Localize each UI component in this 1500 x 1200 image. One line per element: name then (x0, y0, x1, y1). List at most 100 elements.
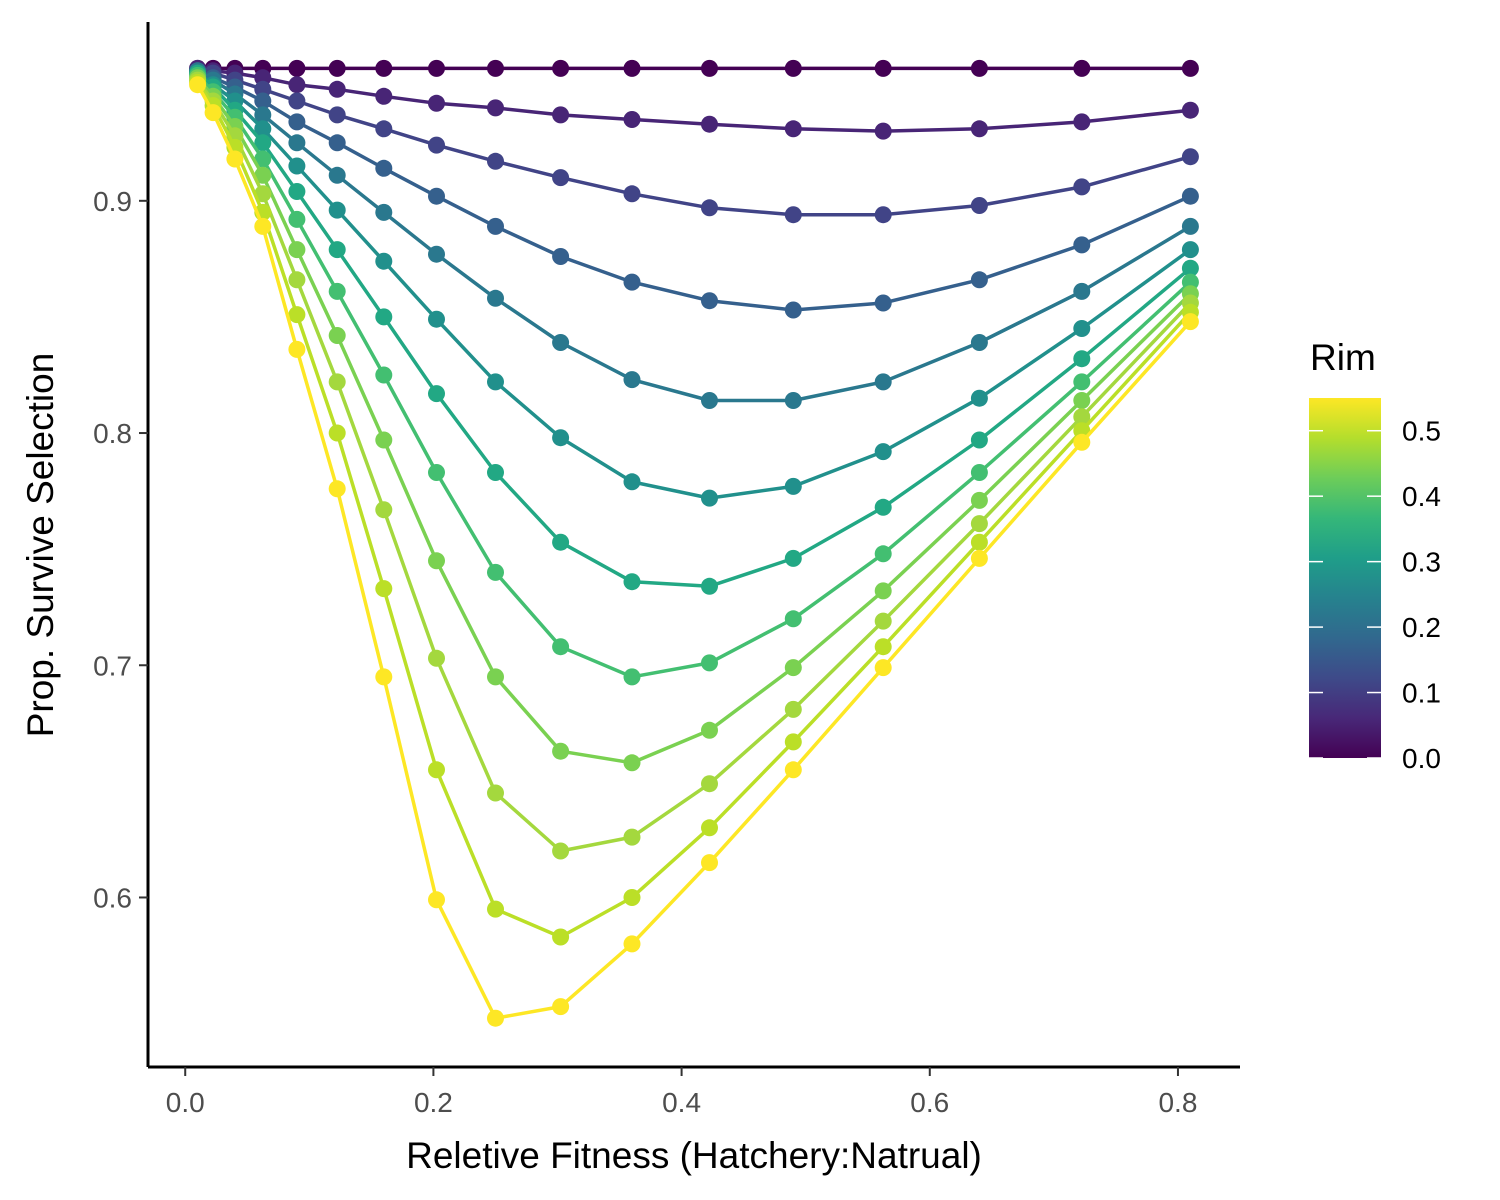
legend-label: 0.0 (1402, 743, 1441, 774)
data-point (288, 59, 306, 77)
data-point (375, 431, 393, 449)
data-point (328, 59, 346, 77)
data-point (874, 638, 892, 656)
y-axis-ticks: 0.6 0.7 0.8 0.9 (93, 186, 148, 913)
legend-label: 0.1 (1402, 678, 1441, 709)
data-point (375, 668, 393, 686)
data-point (254, 134, 272, 152)
x-axis-title: Reletive Fitness (Hatchery:Natrual) (406, 1135, 982, 1176)
data-point (970, 549, 988, 567)
data-point (487, 373, 504, 391)
data-point (254, 185, 272, 203)
data-point (701, 489, 718, 507)
data-point (1181, 187, 1199, 205)
data-point (701, 115, 718, 133)
data-point (701, 721, 718, 739)
x-tick-label: 0.8 (1158, 1087, 1197, 1118)
y-tick-label: 0.7 (93, 650, 132, 681)
data-point (1073, 178, 1091, 196)
data-point (1073, 113, 1091, 131)
data-point (1073, 59, 1091, 77)
series-line (196, 81, 1192, 939)
legend-title: Rim (1310, 337, 1376, 378)
data-point (487, 217, 504, 235)
data-point (428, 187, 445, 205)
data-point (375, 159, 393, 177)
x-tick-label: 0.6 (910, 1087, 949, 1118)
data-point (784, 761, 802, 779)
data-point (428, 385, 445, 403)
legend: Rim 0.5 0.4 0.3 0.2 0.1 0.0 (1309, 337, 1441, 774)
data-point (375, 87, 393, 105)
data-point (428, 59, 445, 77)
data-point (970, 389, 988, 407)
data-point (288, 113, 306, 131)
data-point (288, 241, 306, 259)
data-point (375, 59, 393, 77)
data-point (784, 59, 802, 77)
data-point (288, 92, 306, 110)
data-point (487, 99, 504, 117)
data-point (623, 828, 641, 846)
data-point (552, 59, 570, 77)
data-point (784, 477, 802, 495)
data-point (487, 1009, 504, 1027)
data-point (784, 610, 802, 628)
data-point (288, 157, 306, 175)
data-point (428, 552, 445, 570)
data-point (874, 443, 892, 461)
data-point (288, 134, 306, 152)
data-point (874, 373, 892, 391)
data-point (375, 252, 393, 270)
y-tick-label: 0.8 (93, 418, 132, 449)
series-layer (189, 59, 1199, 1027)
data-point (623, 935, 641, 953)
data-point (623, 185, 641, 203)
data-point (328, 201, 346, 219)
data-point (701, 199, 718, 217)
data-point (328, 373, 346, 391)
data-point (1073, 392, 1091, 409)
series-11 (189, 76, 1199, 1027)
data-point (328, 241, 346, 259)
data-point (487, 563, 504, 581)
series-line (196, 83, 1192, 1020)
data-point (487, 59, 504, 77)
data-point (874, 59, 892, 77)
y-tick-label: 0.6 (93, 882, 132, 913)
data-point (1181, 59, 1199, 77)
data-point (487, 152, 504, 170)
data-point (375, 308, 393, 326)
data-point (1181, 217, 1199, 235)
series-9 (189, 71, 1199, 860)
series-line (196, 69, 1192, 403)
data-point (784, 659, 802, 677)
data-point (375, 580, 393, 598)
data-point (623, 273, 641, 291)
data-point (1073, 433, 1091, 451)
data-point (784, 733, 802, 751)
data-point (1073, 236, 1091, 254)
data-point (552, 248, 570, 265)
data-point (623, 473, 641, 491)
data-point (428, 761, 445, 779)
data-point (428, 94, 445, 112)
data-point (623, 59, 641, 77)
data-point (288, 271, 306, 289)
data-point (874, 545, 892, 563)
data-point (970, 197, 988, 214)
data-point (1073, 408, 1091, 426)
series-6 (189, 64, 1199, 595)
series-line (196, 76, 1192, 765)
data-point (701, 59, 718, 77)
data-point (254, 80, 272, 98)
data-point (970, 334, 988, 351)
data-point (874, 294, 892, 312)
data-point (375, 501, 393, 519)
data-point (970, 533, 988, 551)
data-point (874, 122, 892, 140)
data-point (784, 301, 802, 319)
data-point (288, 76, 306, 94)
data-point (552, 334, 570, 351)
data-point (970, 515, 988, 533)
